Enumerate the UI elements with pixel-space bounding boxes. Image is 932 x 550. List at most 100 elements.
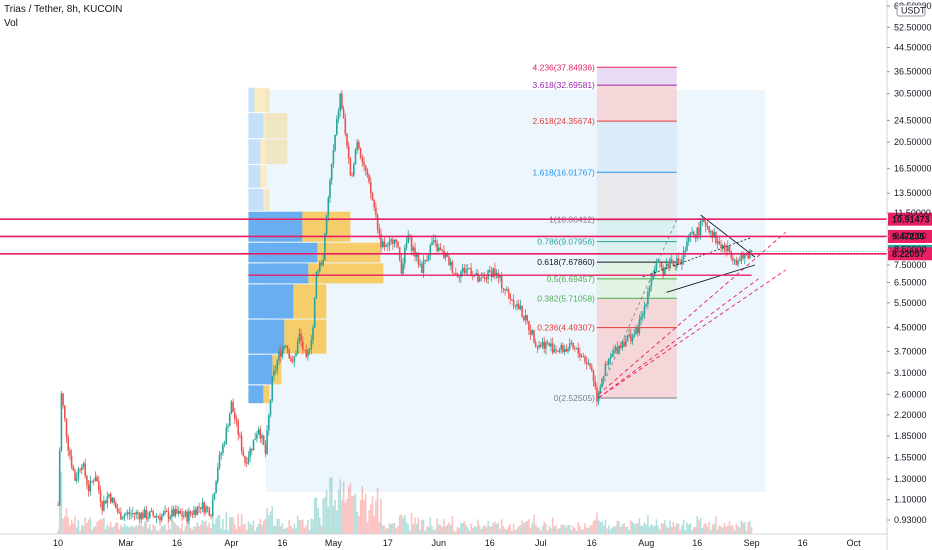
candle-body (699, 221, 702, 235)
volume-bar (230, 516, 233, 534)
volume-bar (608, 525, 610, 534)
volume-bar (371, 496, 374, 534)
candle-body (257, 429, 260, 435)
y-tick-label: 2.20000 (894, 410, 927, 420)
volume-bar (653, 525, 656, 534)
volume-bar (135, 525, 137, 534)
x-tick-label: Apr (224, 538, 238, 548)
candle-body (222, 444, 224, 453)
volume-bar (290, 525, 292, 534)
candle-body (315, 271, 318, 298)
candle-body (155, 516, 158, 518)
candle-body (283, 346, 285, 349)
volume-bar (191, 529, 194, 534)
volume-bar (307, 520, 309, 534)
candle-body (380, 234, 382, 248)
candle-body (135, 512, 137, 515)
candle-body (347, 145, 350, 158)
volume-bar (329, 478, 331, 534)
candle-body (519, 305, 522, 310)
volume-bar (62, 518, 64, 534)
candle-body (191, 513, 194, 515)
candle-body (69, 450, 71, 456)
candle-body (436, 242, 438, 251)
candle-body (217, 467, 219, 482)
channel-lower-line (598, 269, 786, 399)
candle-body (115, 503, 117, 509)
candle-body (116, 508, 119, 512)
volume-bar (657, 525, 659, 534)
fib-zone (596, 241, 677, 263)
candle-body (587, 363, 590, 365)
volume-bar (446, 524, 449, 534)
candle-body (205, 506, 207, 513)
candle-body (154, 515, 156, 518)
candle-body (376, 214, 379, 230)
volume-bar (567, 524, 569, 534)
volume-bar (572, 526, 574, 534)
volume-bar (650, 523, 653, 534)
volume-bar (526, 521, 528, 534)
candle-body (120, 512, 122, 520)
volume-bar (475, 527, 477, 534)
volume-bar (511, 530, 513, 534)
volume-bar (412, 524, 415, 534)
volume-bar (220, 528, 222, 534)
range-highlight (265, 89, 766, 492)
volume-bar (283, 529, 285, 534)
candle-body (242, 450, 245, 457)
candle-body (555, 349, 557, 351)
volume-bar (667, 527, 670, 534)
vp-row-down (284, 319, 327, 354)
volume-bar (451, 516, 454, 534)
candle-body (415, 252, 418, 257)
candle-body (307, 349, 309, 357)
candle-body (74, 470, 76, 481)
x-tick-label: 16 (485, 538, 495, 548)
volume-bar (619, 527, 622, 534)
candle-body (75, 477, 78, 481)
volume-bar (456, 526, 459, 534)
volume-bar (99, 519, 102, 534)
candle-body (132, 513, 134, 514)
volume-bar (104, 529, 107, 534)
candle-body (653, 270, 656, 276)
volume-bar (611, 527, 613, 534)
candle-body (725, 249, 727, 252)
channel-base-line (598, 278, 759, 399)
candle-body (330, 163, 333, 181)
volume-bar (684, 530, 687, 534)
candle-body (670, 259, 673, 261)
candle-body (366, 170, 369, 175)
candle-body (310, 340, 313, 350)
candle-body (308, 349, 311, 350)
volume-bar (276, 518, 279, 534)
volume-bar (523, 522, 525, 534)
volume-bar (628, 530, 630, 534)
candle-body (446, 254, 449, 257)
volume-bar (176, 525, 178, 534)
fib-level-label: 0.618(7.67860) (537, 257, 595, 267)
candle-body (302, 341, 304, 350)
candle-body (385, 245, 387, 248)
volume-bar (455, 531, 457, 534)
candle-body (614, 347, 617, 351)
volume-bar (670, 526, 673, 534)
candle-body (295, 353, 297, 357)
candle-body (325, 215, 328, 234)
y-tick-label: 24.50000 (894, 115, 932, 125)
candle-body (143, 509, 146, 518)
candle-body (706, 226, 709, 227)
fib-zone (596, 172, 677, 220)
volume-bar (613, 526, 615, 534)
candle-body (647, 291, 649, 305)
candle-body (159, 517, 161, 521)
volume-bar (364, 494, 367, 534)
candle-body (689, 233, 692, 237)
candle-body (737, 260, 739, 265)
volume-bar (60, 471, 63, 534)
volume-bar (310, 518, 313, 534)
candle-body (638, 319, 641, 334)
volume-bar (334, 499, 336, 534)
